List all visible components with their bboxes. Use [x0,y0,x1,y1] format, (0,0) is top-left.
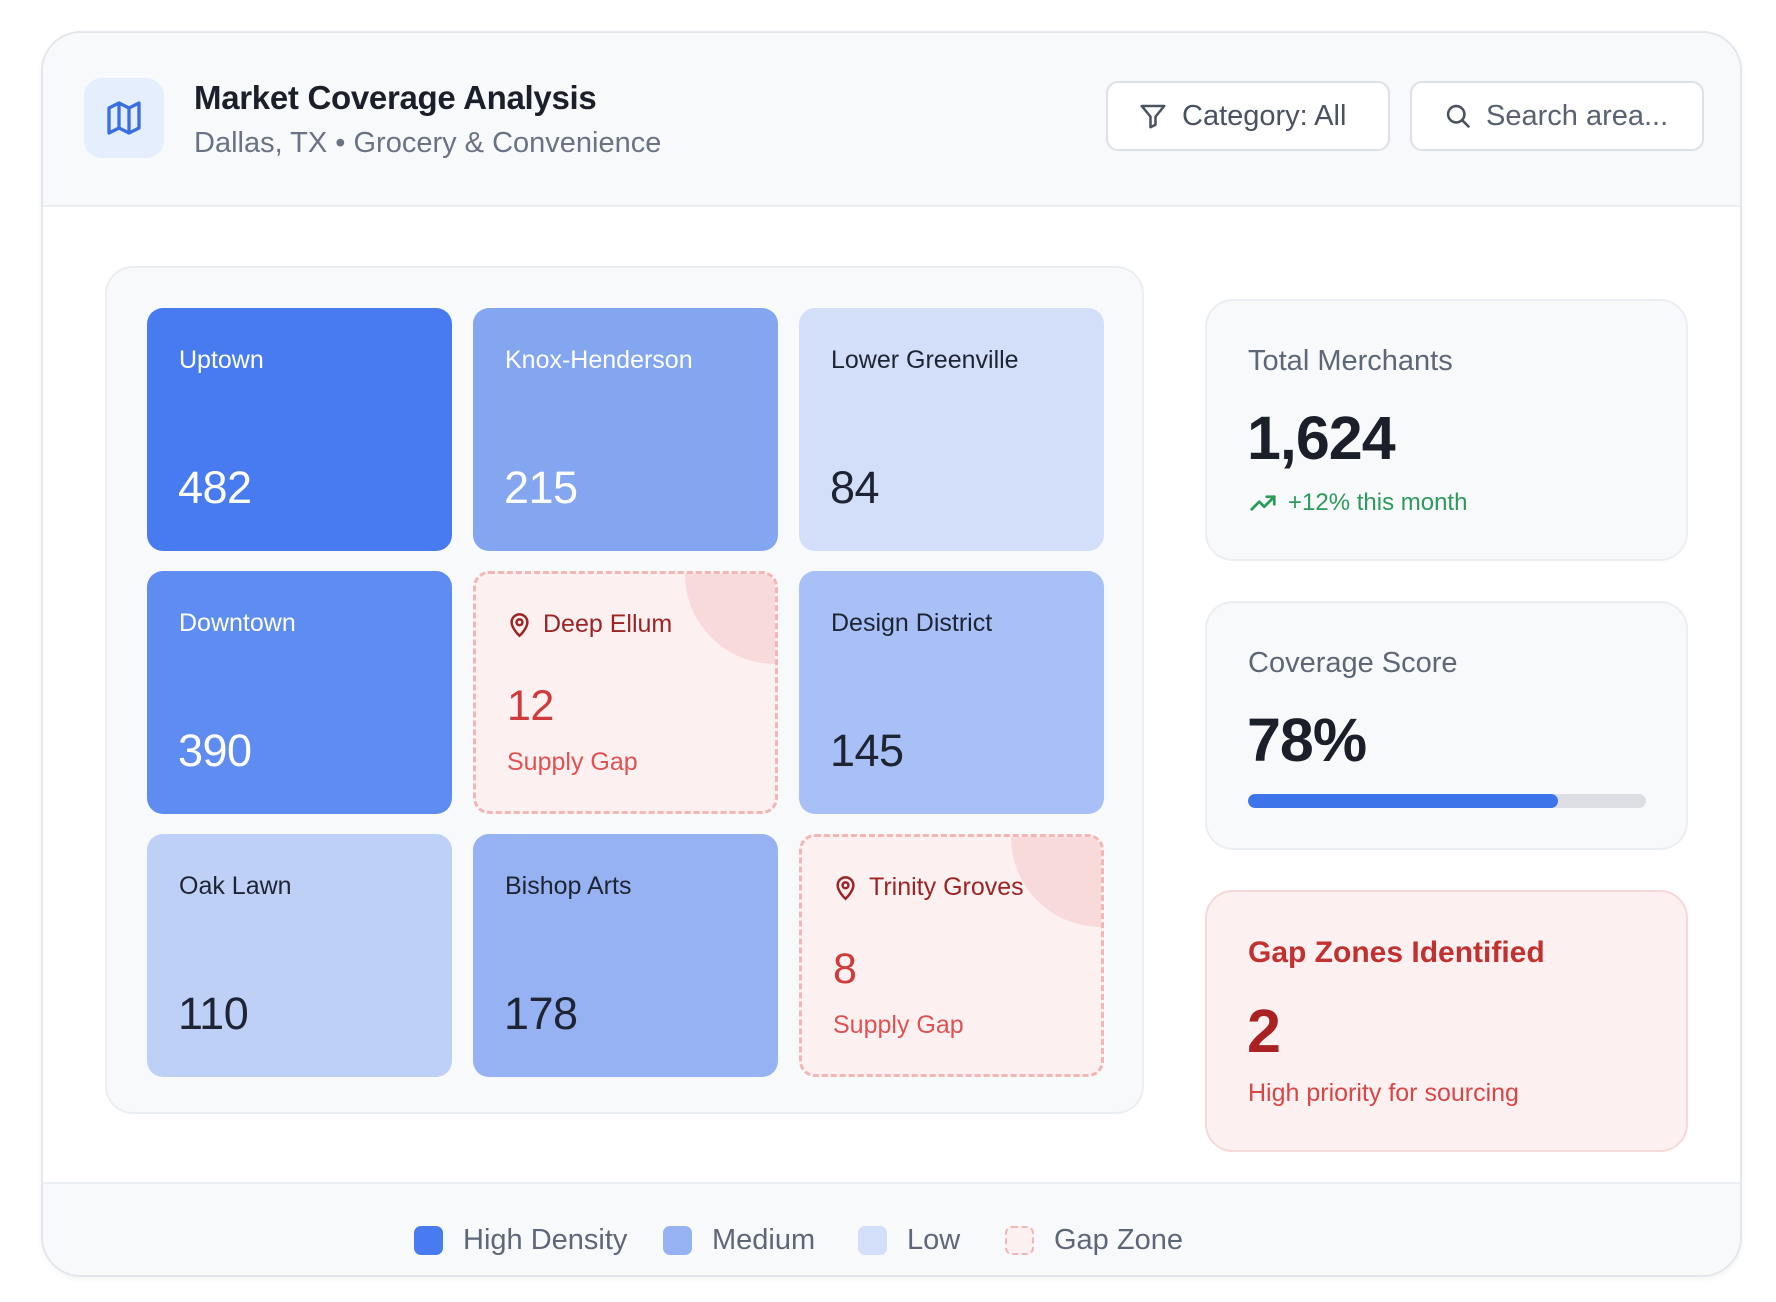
stat-label: Coverage Score [1248,647,1458,679]
tile-name: Downtown [179,609,296,637]
tile-deep-ellum[interactable]: Deep Ellum 12 Supply Gap [473,571,778,814]
legend-gap-zone: Gap Zone [1005,1224,1183,1257]
tile-knox-henderson[interactable]: Knox-Henderson 215 [473,308,778,551]
tile-count: 215 [504,462,578,513]
tile-count: 12 [507,682,554,730]
coverage-progress-fill [1248,794,1559,808]
map-pin-icon [836,876,855,901]
legend-swatch [1005,1226,1034,1255]
coverage-score-card: Coverage Score 78% [1205,601,1688,850]
coverage-map: Uptown 482 Knox-Henderson 215 Lower Gree… [105,266,1144,1114]
page-title: Market Coverage Analysis [194,79,597,116]
stat-note: High priority for sourcing [1248,1079,1519,1107]
stat-value: 2 [1247,997,1281,1065]
tile-name: Trinity Groves [869,873,1024,901]
tile-count: 110 [178,988,249,1039]
tile-uptown[interactable]: Uptown 482 [147,308,452,551]
search-input[interactable] [1486,99,1686,133]
supply-gap-label: Supply Gap [507,748,638,776]
category-filter-button[interactable]: Category: All [1106,81,1390,151]
gap-zones-card: Gap Zones Identified 2 High priority for… [1205,890,1688,1152]
trend-text: +12% this month [1288,489,1468,516]
tile-count: 84 [830,462,880,513]
tile-count: 390 [178,725,252,776]
legend-swatch [414,1226,443,1255]
tile-name: Bishop Arts [505,872,632,900]
tile-name: Oak Lawn [179,872,292,900]
tile-oak-lawn[interactable]: Oak Lawn 110 [147,834,452,1077]
trend-indicator: +12% this month [1248,488,1467,518]
search-icon [1446,104,1470,128]
filter-icon [1140,104,1166,129]
tile-downtown[interactable]: Downtown 390 [147,571,452,814]
legend-medium: Medium [663,1224,815,1257]
supply-gap-label: Supply Gap [833,1011,964,1039]
legend-label: Low [907,1224,961,1256]
legend-swatch [663,1226,692,1255]
map-icon [84,78,164,158]
stat-label: Total Merchants [1248,345,1453,377]
search-box[interactable] [1410,81,1704,151]
map-pin-icon [510,613,529,638]
tile-count: 482 [178,462,252,513]
legend: High Density Medium Low Gap Zone [43,1182,1740,1275]
legend-label: High Density [463,1224,628,1256]
tile-lower-greenville[interactable]: Lower Greenville 84 [799,308,1104,551]
legend-high-density: High Density [414,1224,627,1257]
tile-name: Knox-Henderson [505,346,693,374]
market-coverage-card: Market Coverage Analysis Dallas, TX • Gr… [41,31,1742,1277]
legend-label: Medium [712,1224,816,1256]
category-filter-label: Category: All [1182,99,1347,132]
tile-design-district[interactable]: Design District 145 [799,571,1104,814]
tile-trinity-groves[interactable]: Trinity Groves 8 Supply Gap [799,834,1104,1077]
coverage-progress-bar [1248,794,1646,808]
page-subtitle: Dallas, TX • Grocery & Convenience [194,127,662,159]
tile-name: Lower Greenville [831,346,1019,374]
trending-up-icon [1250,495,1276,511]
legend-label: Gap Zone [1054,1224,1183,1256]
legend-low: Low [858,1224,960,1257]
tile-count: 178 [504,988,578,1039]
tile-name: Deep Ellum [543,610,673,638]
stat-label: Gap Zones Identified [1248,936,1545,969]
header: Market Coverage Analysis Dallas, TX • Gr… [43,33,1740,207]
tile-name: Uptown [179,346,264,374]
legend-swatch [858,1226,887,1255]
tile-bishop-arts[interactable]: Bishop Arts 178 [473,834,778,1077]
stat-value: 78% [1247,706,1367,774]
total-merchants-card: Total Merchants 1,624 +12% this month [1205,299,1688,561]
tile-count: 8 [833,945,857,993]
tile-name: Design District [831,609,993,637]
tile-count: 145 [830,725,904,776]
stat-value: 1,624 [1247,404,1396,472]
